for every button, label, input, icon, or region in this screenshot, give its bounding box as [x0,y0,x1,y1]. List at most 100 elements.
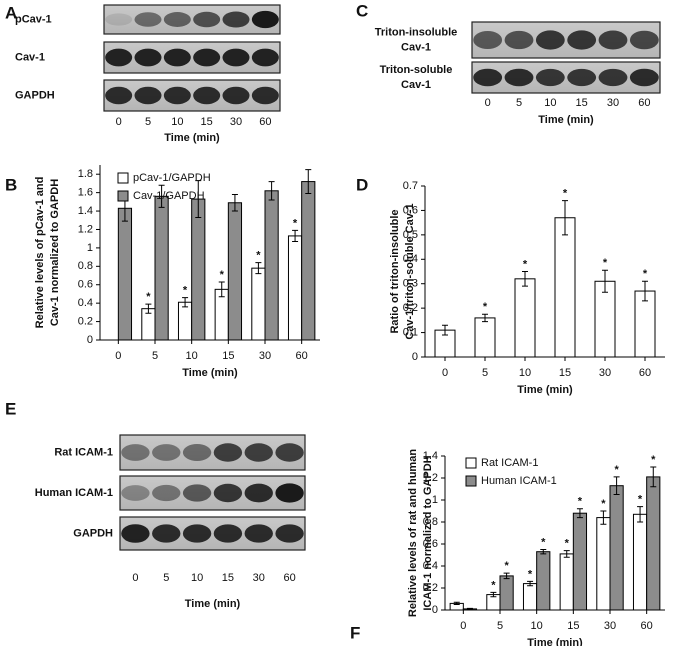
x-axis-label: Time (min) [182,367,238,379]
legend-swatch [465,457,477,469]
x-tick-label: 0 [115,350,121,362]
blot-band [121,444,150,461]
y-tick-label: 0.8 [423,516,438,528]
blot-band [134,48,162,67]
blot-row [471,61,661,94]
bar [287,235,303,341]
significance-marker: * [614,464,619,476]
significance-marker: * [293,217,298,229]
x-tick-label: 5 [482,367,488,379]
lane-label: 60 [283,572,295,584]
y-tick-label: 1.4 [78,205,93,217]
legend-swatch [465,475,477,487]
y-tick-label: 0.4 [423,560,438,572]
blot-band [193,86,221,105]
y-tick-label: 1 [432,494,438,506]
error-bar [540,549,547,555]
significance-marker: * [651,454,656,466]
x-axis-label: Time (min) [538,114,594,126]
significance-marker: * [491,579,496,591]
error-bar [145,303,152,314]
error-bar [562,200,568,236]
panel-label: D [356,175,368,194]
x-tick-label: 10 [531,620,543,632]
bar [536,551,551,611]
error-bar [527,580,534,587]
bar [609,485,624,611]
x-axis-label: Time (min) [527,637,583,646]
y-tick-label: 0.2 [423,582,438,594]
bar [251,267,266,341]
lane-label: 5 [516,97,522,109]
blot-band [535,68,565,87]
lane-label: 30 [607,97,619,109]
significance-marker: * [563,188,568,200]
blot-row [119,516,306,551]
y-axis-label: Ratio of triton-insoluble [389,209,401,333]
error-bar [305,169,312,195]
y-tick-label: 0 [412,351,418,363]
blot-row [103,79,281,112]
significance-marker: * [643,268,648,280]
lane-label: 15 [576,97,588,109]
significance-marker: * [183,285,188,297]
y-tick-label: 0.3 [403,278,418,290]
y-tick-label: 0.2 [403,302,418,314]
blot-row-label: Human ICAM-1 [35,487,113,499]
blot-band [134,86,162,105]
y-tick-label: 0.5 [403,229,418,241]
lane-label: 30 [253,572,265,584]
error-bar [613,476,620,495]
y-tick-label: 0.7 [403,180,418,192]
blot-band [251,10,279,29]
legend-label: Human ICAM-1 [481,475,557,487]
bar [499,575,514,611]
blot-band [222,48,250,67]
lane-label: 0 [132,572,138,584]
x-tick-label: 60 [641,620,653,632]
x-tick-label: 30 [259,350,271,362]
blot-band [163,12,191,27]
error-bar [563,550,570,558]
y-tick-label: 0 [432,604,438,616]
bar [572,512,588,611]
error-bar [602,269,608,293]
significance-marker: * [504,560,509,572]
legend-swatch [117,172,129,184]
blot-band [244,524,273,543]
y-axis-label: ICAM-1 normalized to GAPDH [422,455,434,610]
blot-row-label: Cav-1 [15,51,45,63]
x-tick-label: 10 [519,367,531,379]
bar [559,553,574,611]
significance-marker: * [603,257,608,269]
bar [514,278,536,358]
error-bar [466,607,473,610]
legend-swatch [117,190,129,202]
x-tick-label: 10 [186,350,198,362]
blot-band [152,524,181,543]
error-bar [158,184,165,208]
blot-band [213,483,243,503]
blot-band [163,48,191,67]
blot-band [275,443,304,462]
error-bar [522,271,528,287]
blot-band [193,48,221,67]
blot-band [275,483,304,503]
x-tick-label: 15 [559,367,571,379]
y-tick-label: 0.8 [78,260,93,272]
blot-band [504,68,534,87]
blot-row-label: Cav-1 [401,41,431,53]
x-axis-label: Time (min) [185,598,241,610]
x-tick-label: 30 [599,367,611,379]
blot-band [213,443,243,462]
lane-label: 0 [485,97,491,109]
x-tick-label: 0 [442,367,448,379]
lane-label: 60 [259,116,271,128]
error-bar [292,229,299,242]
blot-band [182,484,212,502]
blot-band [105,13,133,26]
legend-label: pCav-1/GAPDH [133,172,211,184]
error-bar [482,313,488,323]
y-tick-label: 1.2 [78,223,93,235]
y-tick-label: 0.6 [403,204,418,216]
